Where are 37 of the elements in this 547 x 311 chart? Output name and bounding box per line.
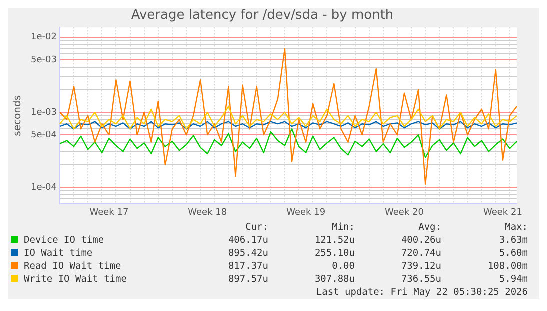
- x-tick-label: Week 18: [188, 208, 228, 218]
- x-tick-label: Week 20: [385, 208, 424, 218]
- y-tick-label: 1e-04: [30, 182, 58, 193]
- x-tick-label: Week 21: [483, 208, 522, 218]
- text: 307.88u: [314, 273, 355, 286]
- text: Max:: [504, 221, 528, 234]
- text: 739.12u: [400, 260, 442, 273]
- text: 720.74u: [400, 247, 442, 260]
- text: 3.63m: [498, 234, 528, 247]
- text: 895.42u: [227, 247, 268, 260]
- text: 406.17u: [227, 234, 268, 247]
- text: Avg:: [418, 221, 442, 234]
- legend-label: IO Wait time: [23, 247, 94, 260]
- y-tick-label: 5e-03: [30, 55, 57, 66]
- text: 5.60m: [498, 247, 528, 260]
- text: Min:: [331, 221, 355, 234]
- text: Cur:: [244, 221, 268, 234]
- text: 255.10u: [314, 247, 355, 260]
- y-tick-label: 1e-03: [30, 108, 57, 118]
- y-tick-label: 1e-02: [30, 32, 57, 43]
- text: 121.52u: [314, 234, 355, 247]
- text: 400.26u: [400, 234, 442, 247]
- text: 736.55u: [400, 273, 442, 286]
- text: 108.00m: [486, 260, 528, 273]
- x-tick-label: Week 19: [286, 208, 326, 218]
- text: 0.00: [331, 260, 355, 273]
- text: 817.37u: [227, 260, 268, 273]
- legend-label: Device IO time: [23, 234, 106, 247]
- y-axis-title: seconds: [12, 95, 24, 136]
- text: Last update: Fri May 22 05:30:25 2026: [315, 286, 528, 299]
- x-tick-label: Week 17: [90, 208, 129, 218]
- text: 5.94m: [498, 273, 528, 286]
- legend-label: Write IO Wait time: [23, 273, 128, 286]
- chart-title: Average latency for /dev/sda - by month: [131, 8, 394, 24]
- legend-label: Read IO Wait time: [23, 260, 122, 273]
- text: 897.57u: [227, 273, 268, 286]
- y-tick-label: 5e-04: [30, 130, 58, 140]
